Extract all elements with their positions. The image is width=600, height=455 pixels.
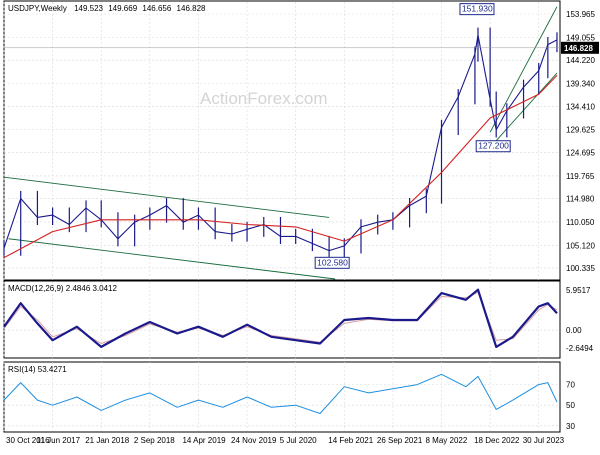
annotations: 151.930 127.200 102.580 146.828 — [4, 3, 599, 269]
price-y-tick-label: 149.055 — [566, 33, 595, 42]
rsi-title: RSI(14) 53.4271 — [8, 365, 67, 374]
current-price-label: 146.828 — [564, 44, 593, 53]
rsi-y-tick-label: 50 — [566, 401, 575, 410]
x-tick-label: 26 Sep 2021 — [377, 436, 423, 445]
x-tick-label: 18 Dec 2022 — [474, 436, 520, 445]
channel-trend-line — [489, 6, 558, 133]
ohlc-close: 146.828 — [177, 4, 206, 13]
price-y-tick-label: 134.410 — [566, 103, 595, 112]
rsi-panel-frame — [3, 361, 561, 433]
ohlc-low: 146.656 — [142, 4, 171, 13]
macd-title: MACD(12,26,9) 2.4846 3.0412 — [8, 284, 118, 293]
price-panel-frame — [3, 0, 561, 281]
price-y-tick-label: 124.695 — [566, 149, 595, 158]
price-y-tick-label: 129.625 — [566, 125, 595, 134]
price-y-tick-label: 139.340 — [566, 79, 595, 88]
moving-average-line — [3, 75, 558, 259]
grid-layer — [3, 2, 560, 431]
x-tick-label: 30 Oct 2016 — [6, 436, 50, 445]
price-y-tick-label: 100.335 — [566, 264, 595, 273]
x-tick-label: 30 Jul 2023 — [523, 436, 565, 445]
price-close-line — [3, 34, 558, 252]
x-tick-label: 8 May 2022 — [426, 436, 468, 445]
channel-trend-line — [8, 238, 336, 280]
x-tick-label: 14 Apr 2019 — [182, 436, 226, 445]
macd-y-tick-label: 0.00 — [566, 326, 582, 335]
x-tick-label: 2 Sep 2018 — [134, 436, 175, 445]
rsi-series — [3, 373, 558, 414]
x-tick-label: 14 Feb 2021 — [328, 436, 373, 445]
axis-labels: 153.965 149.055 144.220 139.340 134.410 129.6… — [6, 10, 595, 445]
rsi-y-tick-label: 30 — [566, 422, 575, 431]
watermark: ActionForex.com — [200, 89, 328, 108]
annotation-label: 102.580 — [317, 257, 348, 267]
price-y-tick-label: 105.120 — [566, 241, 595, 250]
macd-y-tick-label: -2.6494 — [566, 344, 594, 353]
price-series — [3, 27, 558, 259]
x-tick-label: 5 Jul 2020 — [280, 436, 317, 445]
annotation-box — [475, 140, 511, 153]
annotation-label: 127.200 — [478, 141, 509, 151]
price-title: USDJPY,Weekly 149.523 149.669 146.656 14… — [8, 4, 206, 13]
channel-trend-line — [492, 72, 558, 145]
macd-y-tick-label: 5.9517 — [566, 286, 591, 295]
channel-trend-line — [3, 176, 330, 218]
price-y-tick-label: 144.220 — [566, 56, 595, 65]
x-tick-label: 21 Jan 2018 — [85, 436, 130, 445]
rsi-y-tick-label: 70 — [566, 381, 575, 390]
x-tick-label: 11 Jun 2017 — [37, 436, 81, 445]
x-tick-label: 24 Nov 2019 — [231, 436, 277, 445]
trend-lines — [3, 6, 558, 280]
ohlc-high: 149.669 — [108, 4, 137, 13]
macd-series — [3, 288, 558, 348]
price-y-tick-label: 153.965 — [566, 10, 595, 19]
price-y-tick-label: 119.765 — [566, 172, 595, 181]
price-y-tick-label: 114.980 — [566, 195, 595, 204]
price-y-tick-label: 110.050 — [566, 218, 595, 227]
current-price-tag — [561, 41, 599, 54]
annotation-label: 151.930 — [462, 4, 493, 14]
macd-line — [3, 288, 558, 348]
ohlc-open: 149.523 — [74, 4, 103, 13]
price-title-symbol: USDJPY,Weekly — [8, 4, 67, 13]
annotation-box — [459, 3, 495, 16]
rsi-line — [3, 373, 558, 414]
annotation-box — [314, 256, 350, 269]
